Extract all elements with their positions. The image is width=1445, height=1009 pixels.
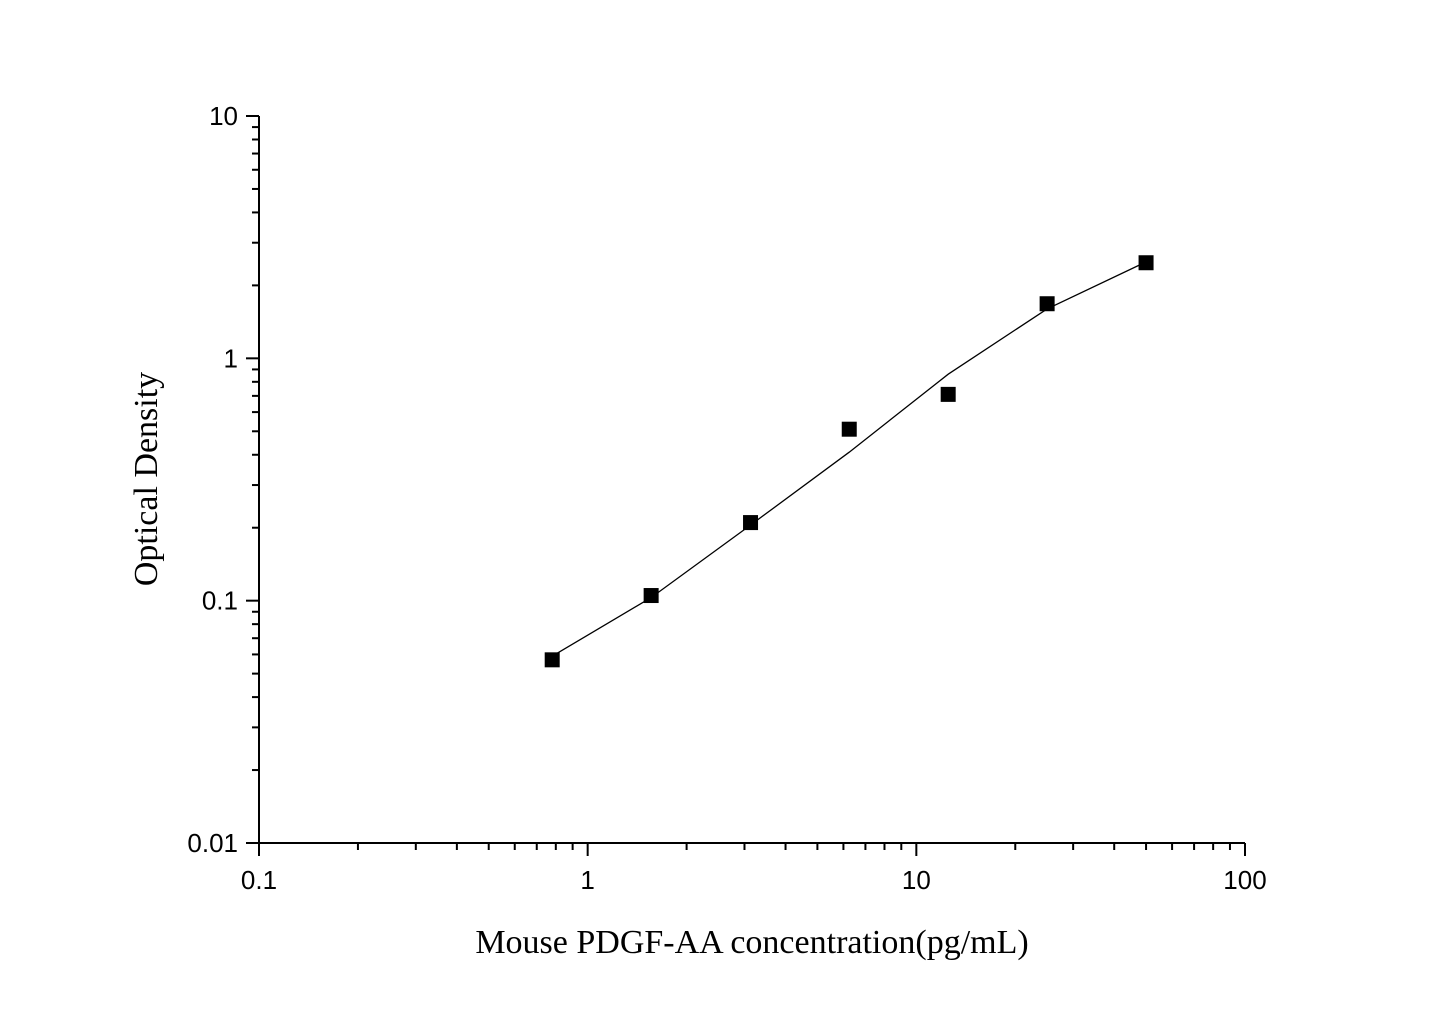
y-tick-label: 0.1 [202, 586, 238, 616]
minor-ticks [252, 126, 1231, 850]
y-axis-title: Optical Density [128, 372, 165, 586]
data-points [544, 255, 1154, 668]
x-tick-label: 100 [1223, 865, 1266, 895]
data-point [743, 515, 759, 531]
x-tick-label: 0.1 [241, 865, 277, 895]
major-ticks [246, 115, 1246, 856]
data-point [643, 588, 659, 604]
data-point [1138, 255, 1154, 271]
x-axis-title: Mouse PDGF-AA concentration(pg/mL) [475, 924, 1028, 961]
y-tick-label: 0.01 [187, 828, 238, 858]
y-tick-label: 1 [224, 343, 238, 373]
data-point [841, 421, 857, 437]
x-tick-label: 10 [902, 865, 931, 895]
y-tick-label: 10 [209, 101, 238, 131]
fit-curve [551, 261, 1147, 657]
data-point [544, 652, 560, 668]
data-point [940, 386, 956, 402]
x-tick-label: 1 [580, 865, 594, 895]
fit-curve-group [551, 261, 1147, 657]
data-point [1039, 296, 1055, 312]
